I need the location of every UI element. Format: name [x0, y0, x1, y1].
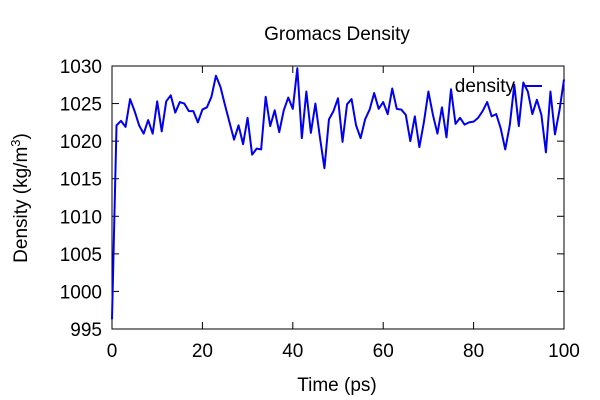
y-axis-label: Density (kg/m3) [8, 133, 32, 263]
y-tick-label: 1000 [60, 282, 102, 303]
y-tick-label: 1015 [60, 170, 102, 191]
y-axis-label-close: ) [11, 133, 32, 139]
legend: density [455, 76, 542, 97]
y-tick-label: 1005 [60, 245, 102, 266]
x-axis: 0 20 40 60 80 100 [107, 66, 580, 362]
x-tick-label: 100 [548, 341, 580, 362]
x-tick-label: 60 [373, 341, 394, 362]
series-group [111, 67, 565, 320]
y-axis-label-superscript: 3 [8, 139, 23, 146]
y-tick-label: 995 [70, 320, 102, 341]
x-tick-label: 0 [107, 341, 118, 362]
plot-frame [111, 65, 565, 330]
x-tick-label: 40 [282, 341, 303, 362]
y-axis: 995 1000 1005 1010 1015 1020 1025 1030 [60, 57, 564, 341]
x-axis-label: Time (ps) [297, 375, 377, 396]
legend-label-density: density [455, 76, 516, 97]
y-tick-label: 1025 [60, 95, 102, 116]
y-tick-label: 1010 [60, 207, 102, 228]
chart-title: Gromacs Density [264, 24, 410, 45]
y-tick-label: 1030 [60, 57, 102, 78]
y-tick-label: 1020 [60, 132, 102, 153]
x-tick-label: 20 [192, 341, 213, 362]
x-tick-label: 80 [463, 341, 484, 362]
series-line-density [111, 67, 565, 320]
y-axis-label-main: Density (kg/m [11, 147, 32, 263]
